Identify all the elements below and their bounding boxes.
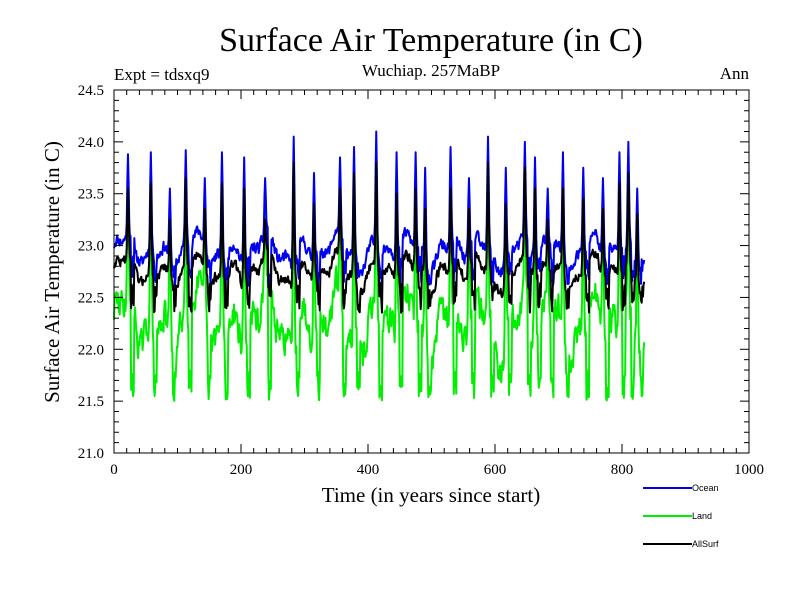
x-axis-label: Time (in years since start) <box>322 483 541 507</box>
x-tick-label: 400 <box>357 462 380 478</box>
series-line-ocean <box>113 130 646 288</box>
y-tick-label: 24.5 <box>78 83 104 99</box>
y-tick-label: 23.5 <box>78 187 104 203</box>
y-tick-label: 23.0 <box>78 239 104 255</box>
plot-frame <box>113 89 750 454</box>
x-tick-label: 600 <box>484 462 507 478</box>
period-label: Ann <box>720 64 750 83</box>
series-layer <box>113 130 646 402</box>
x-tick-label: 200 <box>230 462 253 478</box>
series-line-land <box>113 146 646 402</box>
y-axis-label: Surface Air Temperature (in C) <box>40 141 64 403</box>
x-tick-label: 0 <box>110 462 118 478</box>
y-tick-label: 22.0 <box>78 342 104 358</box>
y-tick-label: 22.5 <box>78 290 104 306</box>
x-tick-label: 1000 <box>734 462 764 478</box>
axis-layer: 0 200 400 600 800 1000 21.0 21.5 22.0 22.5 23.0 23.… <box>78 83 764 478</box>
series-line-allsurf <box>113 161 646 314</box>
chart-subtitle: Wuchiap. 257MaBP <box>362 61 500 80</box>
legend: Ocean Land AllSurf <box>643 483 719 549</box>
experiment-label: Expt = tdsxq9 <box>114 65 210 84</box>
legend-label-allsurf: AllSurf <box>692 539 719 549</box>
chart-title: Surface Air Temperature (in C) <box>219 22 643 59</box>
legend-label-land: Land <box>692 511 712 521</box>
x-tick-label: 800 <box>611 462 634 478</box>
y-tick-label: 21.5 <box>78 394 104 410</box>
legend-label-ocean: Ocean <box>692 483 719 493</box>
y-tick-label: 24.0 <box>78 135 104 151</box>
y-tick-label: 21.0 <box>78 446 104 462</box>
